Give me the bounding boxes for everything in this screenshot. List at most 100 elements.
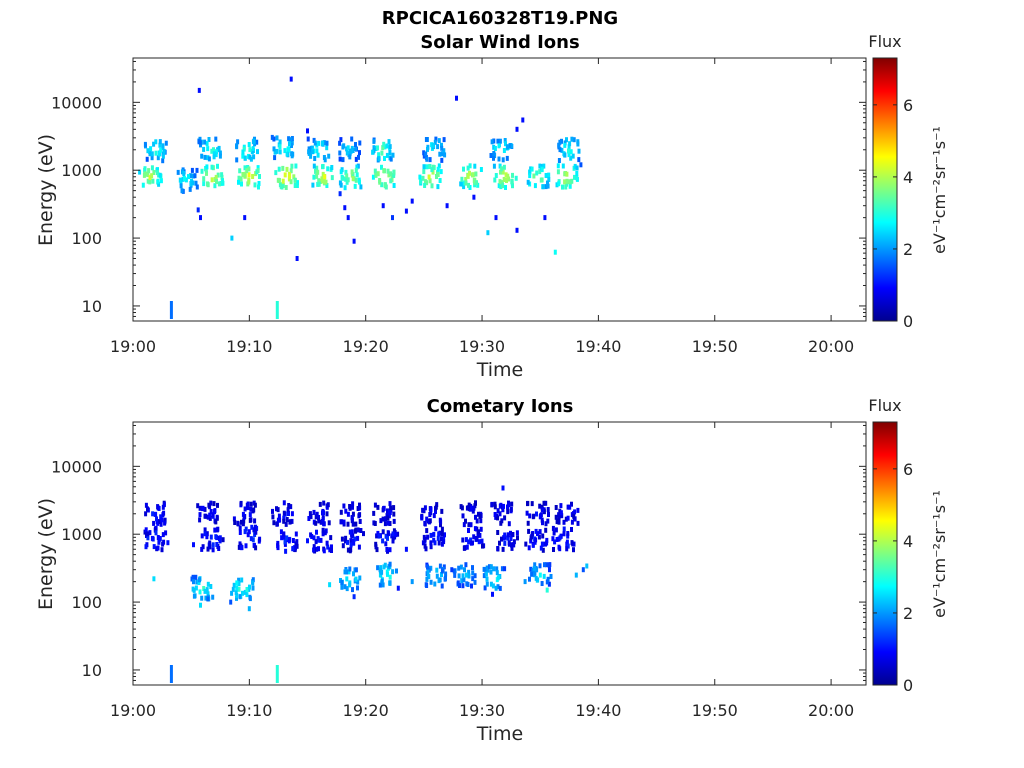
flux-cell: [492, 155, 495, 161]
flux-cell: [348, 529, 352, 535]
flux-cell: [387, 172, 391, 178]
flux-cell: [287, 538, 291, 544]
flux-cell: [218, 535, 222, 541]
flux-cell: [458, 583, 461, 588]
flux-cell: [243, 173, 247, 179]
flux-cell: [440, 526, 444, 532]
flux-cell: [248, 594, 252, 600]
flux-cell: [546, 507, 550, 512]
flux-cell: [256, 149, 259, 155]
flux-cell: [251, 585, 255, 591]
flux-cell: [159, 178, 163, 184]
flux-cell: [294, 531, 298, 537]
flux-point: [543, 215, 547, 221]
flux-cell: [287, 503, 291, 508]
flux-cell: [217, 181, 221, 187]
flux-cell: [395, 568, 398, 574]
colorbar-units: eV⁻¹cm⁻²sr⁻¹s⁻¹: [930, 490, 949, 618]
flux-cell: [556, 169, 560, 175]
flux-cell: [496, 546, 500, 552]
flux-cell: [274, 170, 278, 176]
flux-cell: [386, 168, 390, 174]
flux-cluster: [492, 163, 518, 190]
flux-cell: [572, 137, 576, 143]
flux-cell: [244, 543, 248, 549]
flux-cell: [358, 575, 362, 581]
flux-cell: [252, 154, 256, 160]
flux-cell: [246, 501, 250, 507]
flux-cell: [214, 534, 218, 540]
flux-cell: [426, 146, 429, 152]
flux-cell: [485, 576, 489, 582]
flux-cell: [542, 163, 546, 169]
flux-point: [450, 567, 454, 573]
flux-cell: [220, 174, 224, 180]
flux-cell: [528, 576, 531, 582]
flux-cell: [156, 178, 160, 184]
flux-cell: [529, 535, 533, 541]
flux-cell: [357, 544, 361, 550]
flux-cell: [389, 178, 393, 184]
flux-cell: [428, 164, 432, 169]
flux-cluster: [197, 136, 222, 162]
flux-cell: [207, 156, 211, 162]
flux-cell: [547, 512, 550, 517]
flux-cell: [240, 519, 243, 525]
flux-cell: [546, 183, 550, 189]
flux-cluster: [555, 163, 579, 190]
flux-cell: [201, 505, 205, 511]
y-tick-label: 10000: [51, 457, 102, 476]
flux-cell: [354, 156, 358, 162]
flux-cluster: [459, 163, 483, 190]
flux-cell: [435, 174, 438, 179]
flux-cell: [429, 544, 433, 550]
flux-cell: [430, 183, 434, 189]
flux-cell: [242, 518, 246, 524]
flux-cell: [243, 589, 247, 595]
flux-cell: [312, 137, 316, 143]
flux-cell: [306, 136, 310, 142]
flux-cell: [327, 153, 331, 159]
flux-cell: [318, 501, 322, 507]
flux-cell: [359, 528, 363, 533]
flux-cell: [434, 136, 438, 142]
flux-cell: [544, 500, 548, 506]
flux-cluster: [452, 562, 477, 589]
flux-cell: [194, 574, 198, 580]
flux-cell: [541, 547, 545, 553]
flux-cell: [530, 571, 534, 577]
flux-point: [381, 203, 385, 209]
flux-cluster: [372, 501, 396, 527]
flux-cell: [232, 516, 236, 522]
flux-cell: [144, 544, 148, 550]
flux-cell: [490, 501, 494, 507]
flux-cell: [307, 149, 311, 155]
flux-cell: [315, 511, 319, 517]
flux-cell: [497, 183, 501, 189]
flux-cell: [344, 538, 347, 544]
flux-cell: [348, 154, 352, 160]
flux-point: [295, 256, 299, 261]
flux-cell: [209, 584, 213, 589]
flux-cell: [534, 537, 538, 543]
flux-cell: [258, 536, 262, 542]
flux-cell: [388, 574, 392, 580]
flux-cell: [510, 501, 514, 507]
flux-cell: [159, 514, 163, 520]
flux-cell: [440, 531, 444, 537]
flux-cell: [534, 575, 538, 581]
flux-cell: [538, 169, 542, 175]
flux-cell: [563, 152, 567, 158]
flux-cell: [384, 516, 388, 522]
flux-cell: [567, 148, 570, 154]
flux-cell: [391, 569, 395, 575]
flux-cell: [496, 575, 500, 581]
flux-cell: [484, 568, 488, 574]
flux-cell: [430, 167, 434, 173]
flux-cell: [234, 590, 238, 596]
flux-cluster: [482, 564, 507, 591]
flux-cell: [478, 513, 482, 519]
flux-cell: [209, 500, 213, 506]
flux-point: [343, 205, 347, 211]
axis-ticks: 19:00 19:10 19:20 19:30 19:40 19:50 20:00 10 100…: [51, 422, 866, 720]
